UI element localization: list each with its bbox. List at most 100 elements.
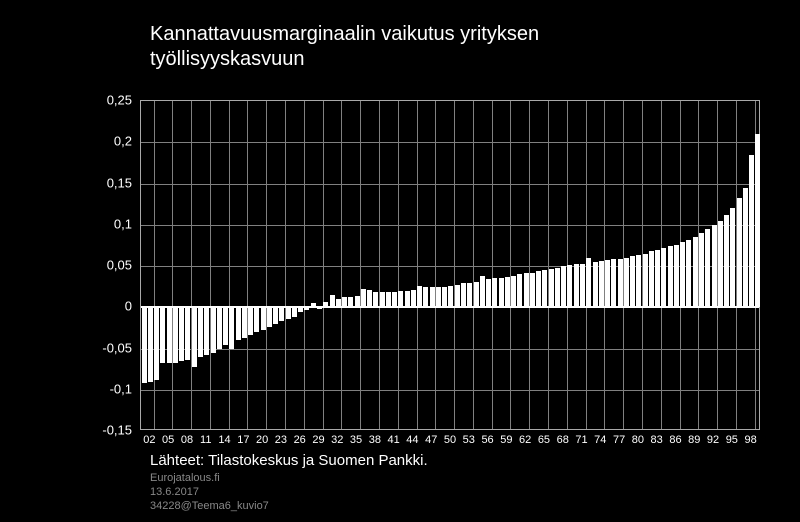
y-tick-label: 0,2 — [82, 134, 132, 149]
gridline-v — [473, 101, 474, 429]
x-tick-label: 05 — [162, 434, 174, 446]
bar — [380, 292, 385, 307]
x-tick-label: 47 — [425, 434, 437, 446]
bar — [643, 254, 648, 308]
x-tick-label: 35 — [350, 434, 362, 446]
bar — [636, 255, 641, 307]
x-tick-label: 56 — [481, 434, 493, 446]
bar — [142, 307, 147, 383]
gridline-v — [191, 101, 192, 429]
gridline-v — [210, 101, 211, 429]
bar — [536, 271, 541, 307]
bar — [605, 260, 610, 307]
plot-area — [140, 100, 760, 430]
bar — [173, 307, 178, 362]
x-tick-label: 26 — [294, 434, 306, 446]
bar — [630, 256, 635, 307]
bar — [192, 307, 197, 366]
gridline-v — [548, 101, 549, 429]
chart-container: Kannattavuusmarginaalin vaikutus yrityks… — [0, 0, 800, 522]
bar — [743, 188, 748, 308]
bar — [254, 307, 259, 332]
title-line-2: työllisyyskasvuun — [150, 48, 305, 70]
bar — [373, 292, 378, 308]
bar — [649, 251, 654, 307]
bar — [555, 268, 560, 308]
gridline-v — [360, 101, 361, 429]
bar — [661, 248, 666, 307]
bar — [749, 155, 754, 308]
gridline-h — [141, 184, 759, 185]
gridline-h — [141, 390, 759, 391]
bar — [236, 307, 241, 340]
x-tick-label: 92 — [707, 434, 719, 446]
bar — [448, 286, 453, 307]
x-tick-label: 20 — [256, 434, 268, 446]
x-tick-label: 41 — [388, 434, 400, 446]
y-tick-label: 0,05 — [82, 258, 132, 273]
gridline-v — [454, 101, 455, 429]
y-tick-label: 0,1 — [82, 216, 132, 231]
bar — [593, 262, 598, 307]
y-tick-label: 0 — [82, 299, 132, 314]
x-tick-label: 32 — [331, 434, 343, 446]
bar — [611, 259, 616, 307]
bar — [674, 245, 679, 308]
gridline-v — [304, 101, 305, 429]
gridline-h — [141, 225, 759, 226]
bar — [423, 287, 428, 307]
bar — [699, 233, 704, 307]
gridline-h — [141, 142, 759, 143]
x-tick-label: 83 — [651, 434, 663, 446]
gridline-v — [398, 101, 399, 429]
x-tick-label: 89 — [688, 434, 700, 446]
y-tick-label: 0,25 — [82, 93, 132, 108]
bar — [267, 307, 272, 327]
bar — [229, 307, 234, 348]
x-tick-label: 53 — [463, 434, 475, 446]
gridline-h — [141, 349, 759, 350]
footer-site: Eurojatalous.fi — [150, 472, 220, 484]
bar — [480, 276, 485, 307]
bar — [411, 290, 416, 307]
x-tick-label: 50 — [444, 434, 456, 446]
bar — [755, 134, 760, 307]
bar — [392, 292, 397, 308]
gridline-v — [379, 101, 380, 429]
bar — [561, 266, 566, 307]
bar — [737, 198, 742, 308]
bar — [586, 258, 591, 308]
x-tick-label: 62 — [519, 434, 531, 446]
bar — [718, 221, 723, 308]
gridline-v — [247, 101, 248, 429]
x-tick-label: 74 — [594, 434, 606, 446]
bar — [686, 240, 691, 308]
gridline-v — [435, 101, 436, 429]
y-tick-label: -0,1 — [82, 381, 132, 396]
x-tick-label: 59 — [500, 434, 512, 446]
chart-title: Kannattavuusmarginaalin vaikutus yrityks… — [150, 22, 539, 72]
y-tick-label: -0,15 — [82, 423, 132, 438]
bar — [580, 264, 585, 307]
x-tick-label: 08 — [181, 434, 193, 446]
bar — [455, 285, 460, 307]
x-tick-label: 14 — [218, 434, 230, 446]
bar — [680, 242, 685, 307]
bar — [261, 307, 266, 329]
bar — [499, 278, 504, 308]
bar — [567, 265, 572, 307]
gridline-v — [229, 101, 230, 429]
bar — [211, 307, 216, 352]
gridline-v — [510, 101, 511, 429]
bar — [242, 307, 247, 338]
bar — [624, 258, 629, 308]
bar — [204, 307, 209, 355]
bar — [160, 307, 165, 363]
bar — [398, 291, 403, 308]
bar — [286, 307, 291, 319]
x-tick-label: 71 — [575, 434, 587, 446]
bar — [179, 307, 184, 361]
bar — [599, 261, 604, 307]
bar — [185, 307, 190, 360]
zero-line — [141, 306, 759, 308]
